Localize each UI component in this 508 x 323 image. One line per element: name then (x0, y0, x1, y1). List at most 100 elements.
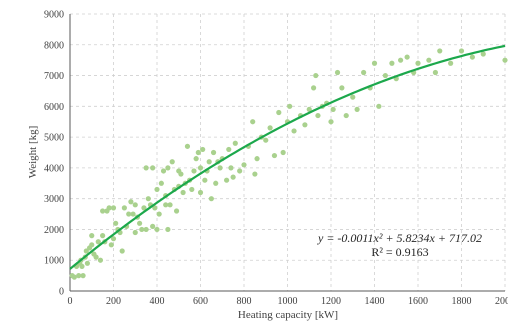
data-point (108, 242, 114, 248)
data-point (502, 57, 508, 63)
x-tick-label: 600 (193, 296, 208, 307)
data-point (361, 69, 367, 76)
x-tick-label: 400 (150, 296, 165, 307)
data-point (191, 168, 197, 174)
data-point (228, 165, 234, 171)
data-point (208, 196, 214, 202)
x-tick-label: 1400 (365, 296, 385, 307)
data-point (311, 85, 317, 91)
data-point (143, 165, 149, 171)
data-point (432, 69, 438, 76)
data-point (226, 146, 232, 153)
data-point (89, 233, 95, 239)
data-point (437, 48, 443, 54)
data-point (213, 180, 219, 186)
data-point (79, 263, 85, 269)
data-point (197, 165, 204, 171)
data-point (132, 202, 138, 208)
r-squared-label: R² = 0.9163 (371, 245, 428, 259)
data-point (80, 273, 86, 279)
data-point (267, 125, 273, 131)
data-point (202, 177, 208, 183)
data-point (113, 220, 119, 226)
data-point (163, 202, 169, 208)
data-point (210, 149, 217, 156)
data-point (343, 112, 349, 119)
data-point (197, 189, 204, 196)
data-point (415, 60, 421, 66)
data-point (180, 189, 186, 196)
data-point (376, 103, 382, 109)
data-point (128, 199, 134, 205)
x-tick-label: 1000 (278, 296, 298, 307)
data-point (328, 119, 334, 125)
data-point (350, 94, 356, 100)
data-point (448, 60, 454, 66)
data-point (232, 140, 238, 146)
data-point (167, 202, 173, 208)
data-point (189, 186, 195, 193)
data-point (334, 69, 341, 76)
data-point (469, 54, 475, 60)
data-point (152, 205, 158, 211)
data-point (250, 119, 256, 125)
data-point (76, 273, 82, 279)
x-tick-label: 2000 (495, 296, 508, 307)
axes: 0 1000 2000 3000 4000 5000 6000 7000 8000 9000 0 20… (44, 10, 508, 308)
data-point (158, 180, 164, 186)
data-point (458, 48, 465, 54)
y-tick-label: 6000 (44, 102, 64, 113)
x-tick-label: 1800 (452, 296, 472, 307)
data-point (302, 122, 308, 128)
data-point (169, 159, 175, 165)
y-axis-title: Weight [kg] (27, 126, 39, 179)
data-point (193, 156, 199, 162)
data-point (224, 177, 230, 183)
y-tick-label: 9000 (44, 10, 64, 21)
data-point (165, 165, 171, 171)
data-point (97, 257, 104, 263)
y-tick-label: 4000 (44, 163, 64, 174)
data-point (339, 85, 345, 91)
data-point (241, 162, 247, 168)
data-point (354, 106, 360, 113)
x-axis-title: Heating capacity [kW] (238, 309, 338, 321)
data-point (173, 208, 180, 214)
data-point (252, 171, 258, 177)
data-point (230, 174, 236, 180)
data-point (165, 226, 171, 233)
y-tick-label: 1000 (44, 256, 64, 267)
data-point (426, 57, 432, 63)
data-point (178, 171, 184, 177)
data-point (139, 226, 145, 233)
y-tick-label: 8000 (44, 40, 64, 51)
data-point (313, 72, 319, 79)
data-point (480, 51, 486, 57)
data-point (145, 196, 151, 202)
data-point (110, 205, 117, 211)
y-tick-label: 3000 (44, 194, 64, 205)
data-point (83, 248, 89, 254)
data-point (154, 186, 160, 193)
data-point (217, 165, 223, 171)
data-point (271, 152, 278, 159)
data-point (110, 236, 117, 242)
data-point (398, 57, 404, 63)
data-point (143, 226, 149, 233)
data-point (100, 233, 106, 239)
y-tick-label: 0 (59, 287, 64, 298)
data-point (119, 248, 125, 254)
y-tick-label: 7000 (44, 71, 64, 82)
y-tick-label: 2000 (44, 225, 64, 236)
data-point (154, 226, 160, 233)
data-point (150, 223, 156, 229)
data-point (100, 208, 106, 214)
data-point (195, 149, 201, 156)
data-point (306, 106, 312, 113)
data-point (132, 229, 138, 236)
data-point (150, 165, 156, 171)
data-point (130, 211, 136, 217)
data-point (404, 54, 410, 60)
